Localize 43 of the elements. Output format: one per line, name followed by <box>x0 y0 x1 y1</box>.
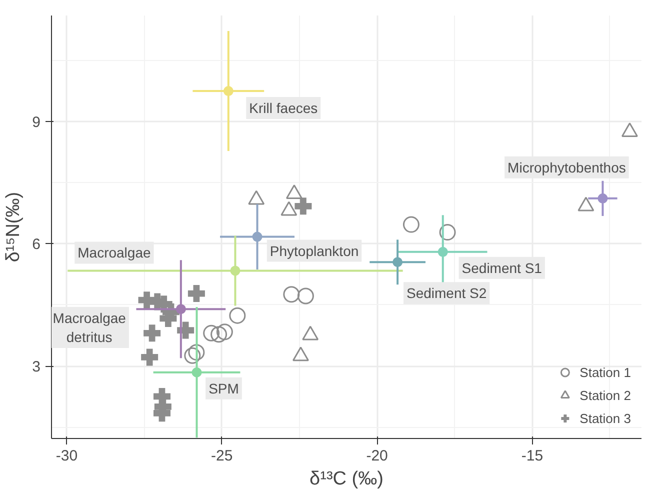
point <box>283 286 300 303</box>
point <box>297 288 314 304</box>
point <box>294 198 312 215</box>
legend-label: Station 3 <box>580 410 631 426</box>
point <box>177 322 194 339</box>
point <box>438 246 448 257</box>
annotation: Krill faeces <box>249 100 318 116</box>
legend-label: Station 1 <box>580 364 631 380</box>
point <box>229 307 246 324</box>
point <box>402 216 420 233</box>
point <box>192 367 202 378</box>
point <box>141 348 158 366</box>
x-tick-label: -30 <box>56 448 78 464</box>
x-tick-label: -20 <box>366 448 388 464</box>
y-tick-label: 6 <box>32 236 40 254</box>
point <box>210 326 228 343</box>
x-axis-title: δ¹³C (‰) <box>310 468 384 490</box>
y-tick-label: 9 <box>32 114 40 131</box>
x-tick-label: -25 <box>211 448 233 464</box>
point <box>392 257 403 268</box>
x-tick-label: -15 <box>521 448 544 464</box>
annotation: Macroalgae detritus <box>52 310 126 346</box>
annotation: SPM <box>208 380 239 396</box>
legend-label: Station 2 <box>580 388 631 402</box>
point <box>144 324 161 342</box>
point <box>176 304 186 314</box>
annotation: Sediment S2 <box>406 285 487 302</box>
point <box>230 266 240 276</box>
point <box>439 224 456 241</box>
point <box>216 324 233 340</box>
point <box>598 193 608 204</box>
point <box>188 285 205 302</box>
annotation: Phytoplankton <box>270 242 359 259</box>
point <box>203 324 220 342</box>
point <box>223 86 234 96</box>
point <box>188 344 205 361</box>
point <box>184 347 201 364</box>
annotation: Sediment S1 <box>462 260 542 276</box>
annotation: Macroalgae <box>78 244 151 261</box>
y-tick-label: 3 <box>32 358 40 376</box>
point <box>252 232 262 242</box>
annotation: Microphytobenthos <box>508 159 626 176</box>
y-axis-title: δ¹⁵N(‰) <box>3 192 24 262</box>
